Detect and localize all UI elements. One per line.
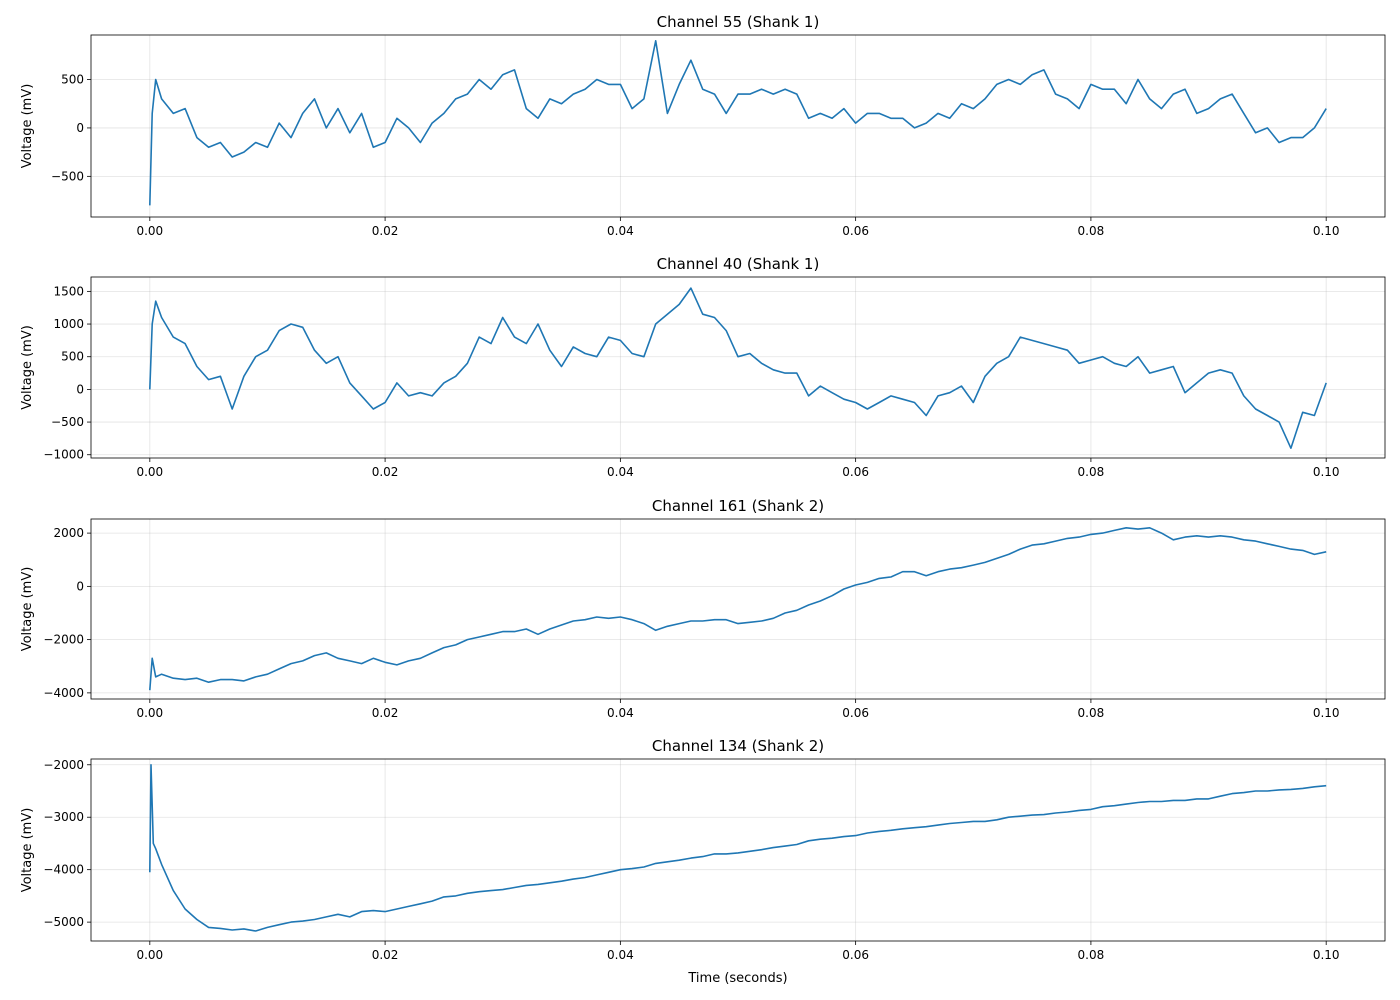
- series-line: [149, 287, 1327, 450]
- y-tick-label: 1500: [53, 284, 84, 298]
- y-tick-label: 0: [76, 579, 84, 593]
- series-line: [149, 39, 1327, 206]
- x-tick-label: 0.08: [1078, 465, 1105, 479]
- x-axis-label: Time (seconds): [687, 971, 787, 986]
- y-tick-label: 0: [76, 121, 84, 135]
- y-tick-label: −5000: [43, 915, 84, 929]
- x-tick-label: 0.06: [842, 465, 869, 479]
- panel-title: Channel 40 (Shank 1): [657, 255, 820, 273]
- panel-1: 0.00 0.02 0.04 0.06 0.08 0.10 −500 0 500 Channel …: [20, 13, 1386, 238]
- y-tick-label: 2000: [53, 526, 84, 540]
- x-tick-label: 0.04: [607, 224, 634, 238]
- x-tick-label: 0.00: [136, 948, 163, 962]
- x-tick-label: 0.10: [1313, 224, 1340, 238]
- axes-frame: [90, 518, 1386, 700]
- x-tick-label: 0.02: [372, 224, 399, 238]
- y-tick-label: −2000: [43, 633, 84, 647]
- y-tick-label: −500: [51, 169, 84, 183]
- y-tick-label: 500: [61, 350, 84, 364]
- x-tick-label: 0.08: [1078, 706, 1105, 720]
- x-tick-label: 0.08: [1078, 948, 1105, 962]
- y-tick-label: −4000: [43, 863, 84, 877]
- axes-frame: [90, 276, 1386, 459]
- x-tick-label: 0.10: [1313, 948, 1340, 962]
- panel-title: Channel 134 (Shank 2): [652, 737, 824, 755]
- x-tick-label: 0.00: [136, 224, 163, 238]
- y-axis-label: Voltage (mV): [20, 325, 35, 410]
- x-tick-label: 0.10: [1313, 706, 1340, 720]
- x-tick-label: 0.00: [136, 465, 163, 479]
- panel-4: 0.00 0.02 0.04 0.06 0.08 0.10 −5000 −4000 −3000 −…: [20, 737, 1386, 962]
- x-tick-label: 0.04: [607, 948, 634, 962]
- x-tick-label: 0.08: [1078, 224, 1105, 238]
- panel-title: Channel 55 (Shank 1): [657, 13, 820, 31]
- axes-frame: [90, 34, 1386, 218]
- panels: 0.00 0.02 0.04 0.06 0.08 0.10−5000500Channel …: [20, 13, 1386, 962]
- x-tick-label: 0.04: [607, 706, 634, 720]
- x-tick-label: 0.04: [607, 465, 634, 479]
- y-axis-label: Voltage (mV): [20, 567, 35, 652]
- x-tick-label: 0.02: [372, 706, 399, 720]
- y-axis-label: Voltage (mV): [20, 84, 35, 169]
- y-tick-label: 500: [61, 73, 84, 87]
- y-tick-label: 1000: [53, 317, 84, 331]
- x-tick-label: 0.06: [842, 224, 869, 238]
- y-tick-label: −3000: [43, 810, 84, 824]
- x-tick-label: 0.02: [372, 465, 399, 479]
- panel-title: Channel 161 (Shank 2): [652, 497, 824, 515]
- y-tick-label: −500: [51, 415, 84, 429]
- axes-frame: [90, 758, 1386, 942]
- y-axis-label: Voltage (mV): [20, 808, 35, 893]
- x-tick-label: 0.02: [372, 948, 399, 962]
- y-tick-label: −1000: [43, 448, 84, 462]
- panel-3: 0.00 0.02 0.04 0.06 0.08 0.10 −4000 −2000 0 2000 C…: [20, 497, 1386, 720]
- x-tick-label: 0.00: [136, 706, 163, 720]
- y-tick-label: 0: [76, 382, 84, 396]
- x-tick-label: 0.06: [842, 948, 869, 962]
- series-line: [149, 763, 1327, 932]
- series-line: [149, 526, 1327, 691]
- y-tick-label: −4000: [43, 686, 84, 700]
- x-tick-label: 0.10: [1313, 465, 1340, 479]
- panel-2: 0.00 0.02 0.04 0.06 0.08 0.10 −1000 −500 0 500 100…: [20, 255, 1386, 479]
- x-tick-label: 0.06: [842, 706, 869, 720]
- y-tick-label: −2000: [43, 758, 84, 772]
